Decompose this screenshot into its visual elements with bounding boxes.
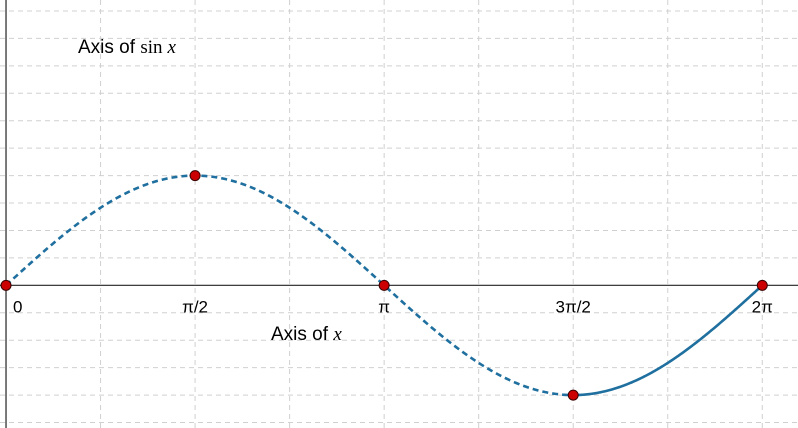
curve-point[interactable] <box>567 389 579 401</box>
x-tick-label: 2π <box>752 297 773 316</box>
y-axis-title-prefix: Axis of <box>78 37 140 58</box>
x-axis-title: Axis of x <box>271 324 342 345</box>
y-axis-title-var: x <box>167 37 177 58</box>
y-axis-title-fn: sin <box>140 37 163 58</box>
x-axis-title-prefix: Axis of <box>271 324 333 345</box>
x-tick-label: π/2 <box>182 297 208 316</box>
curve-point[interactable] <box>189 170 201 182</box>
curve-point[interactable] <box>378 279 390 291</box>
x-tick-label: 3π/2 <box>556 297 591 316</box>
sine-curve-solid <box>573 284 764 397</box>
x-axis-title-var: x <box>332 324 342 345</box>
sine-curve <box>5 174 764 397</box>
curve-points <box>0 170 768 401</box>
x-tick-labels: 0 π/2 π 3π/2 2π <box>13 297 773 316</box>
x-tick-label: 0 <box>13 297 22 316</box>
curve-point[interactable] <box>756 279 768 291</box>
x-tick-label: π <box>378 297 390 316</box>
sine-curve-dashed <box>5 174 574 397</box>
curve-point[interactable] <box>0 279 12 291</box>
y-axis-title: Axis of sin x <box>78 37 177 58</box>
